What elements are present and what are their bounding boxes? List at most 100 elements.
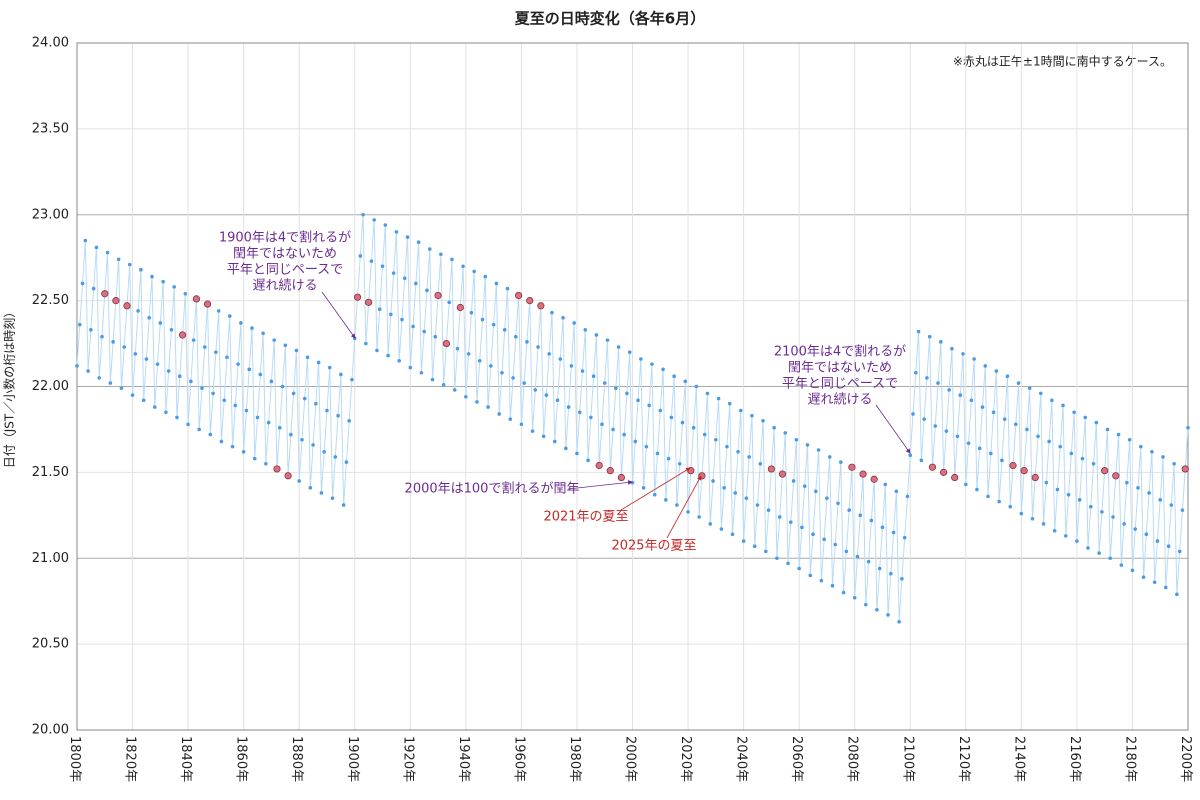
- point: [652, 492, 657, 497]
- point: [514, 334, 518, 339]
- point: [905, 494, 910, 499]
- point: [847, 508, 851, 512]
- point: [841, 590, 846, 595]
- point: [1133, 527, 1138, 531]
- point: [389, 312, 393, 317]
- point: [677, 461, 682, 466]
- point: [327, 365, 332, 370]
- point: [814, 489, 818, 494]
- point: [100, 334, 104, 339]
- point: [997, 499, 1001, 504]
- point: [777, 515, 782, 519]
- point: [214, 350, 218, 354]
- x-tick-label: 1820年: [123, 736, 138, 782]
- x-tick-label: 1860年: [234, 736, 249, 782]
- point: [108, 381, 113, 385]
- point: [1091, 461, 1096, 466]
- point: [755, 503, 760, 507]
- point: [202, 345, 207, 349]
- x-tick-label: 1900年: [345, 736, 360, 782]
- point: [208, 432, 213, 437]
- point: [325, 408, 329, 413]
- point: [305, 355, 310, 360]
- point: [919, 458, 924, 463]
- point: [886, 613, 890, 617]
- point: [241, 449, 246, 454]
- y-tick-label: 23.50: [32, 121, 69, 136]
- point: [1041, 522, 1046, 526]
- point: [744, 496, 749, 500]
- highlight-point: [192, 295, 201, 303]
- point: [402, 276, 407, 281]
- point: [322, 449, 326, 454]
- point: [136, 309, 140, 313]
- point: [675, 503, 679, 507]
- highlight-point: [1031, 473, 1039, 482]
- point: [1016, 381, 1021, 385]
- point: [119, 386, 124, 391]
- point: [839, 460, 843, 464]
- highlight-point: [284, 472, 292, 480]
- point: [230, 444, 235, 449]
- point: [289, 432, 293, 437]
- point: [319, 491, 324, 495]
- point: [586, 458, 590, 463]
- point: [977, 446, 982, 451]
- point: [791, 479, 796, 483]
- point: [616, 345, 621, 349]
- point: [147, 316, 152, 320]
- point: [222, 398, 227, 403]
- point: [964, 482, 968, 487]
- y-axis-label: 日付（JST／小数の桁は時刻）: [2, 306, 17, 469]
- point: [947, 388, 951, 392]
- highlight-point: [456, 303, 464, 312]
- point: [550, 310, 554, 315]
- highlight-point: [606, 467, 614, 475]
- x-tick-label: 2140年: [1011, 736, 1026, 782]
- point: [827, 455, 832, 459]
- point: [708, 522, 713, 526]
- x-tick-label: 2180年: [1122, 736, 1137, 782]
- highlight-point: [939, 468, 948, 476]
- point: [1127, 437, 1132, 442]
- point: [77, 322, 82, 327]
- point: [1108, 556, 1113, 561]
- point: [622, 432, 626, 437]
- point: [258, 372, 263, 377]
- point: [691, 425, 696, 430]
- point: [330, 496, 335, 500]
- point: [750, 413, 754, 418]
- point: [725, 444, 729, 449]
- point: [1083, 415, 1088, 420]
- highlight-point: [112, 297, 120, 305]
- point: [491, 322, 496, 327]
- x-tick-label: 2200年: [1178, 736, 1193, 782]
- annotation-text: 平年と同じペースで: [227, 263, 343, 278]
- point: [83, 238, 88, 243]
- highlight-point: [1112, 472, 1120, 480]
- highlight-point: [859, 470, 867, 478]
- point: [302, 396, 307, 401]
- point: [250, 326, 254, 330]
- highlight-point: [778, 470, 787, 478]
- point: [969, 398, 974, 403]
- point: [247, 367, 252, 372]
- point: [541, 434, 546, 439]
- point: [175, 415, 179, 420]
- point: [441, 382, 446, 387]
- point: [1088, 504, 1093, 509]
- x-tick-label: 2120年: [956, 736, 971, 782]
- point: [672, 374, 676, 378]
- highlight-point: [767, 465, 775, 473]
- point: [894, 489, 899, 494]
- point: [639, 357, 643, 361]
- point: [797, 566, 801, 571]
- point: [994, 369, 999, 373]
- point: [394, 230, 399, 234]
- point: [500, 370, 504, 375]
- x-tick-label: 1940年: [456, 736, 471, 782]
- x-tick-label: 2040年: [734, 736, 749, 782]
- point: [172, 285, 177, 289]
- point: [552, 439, 557, 444]
